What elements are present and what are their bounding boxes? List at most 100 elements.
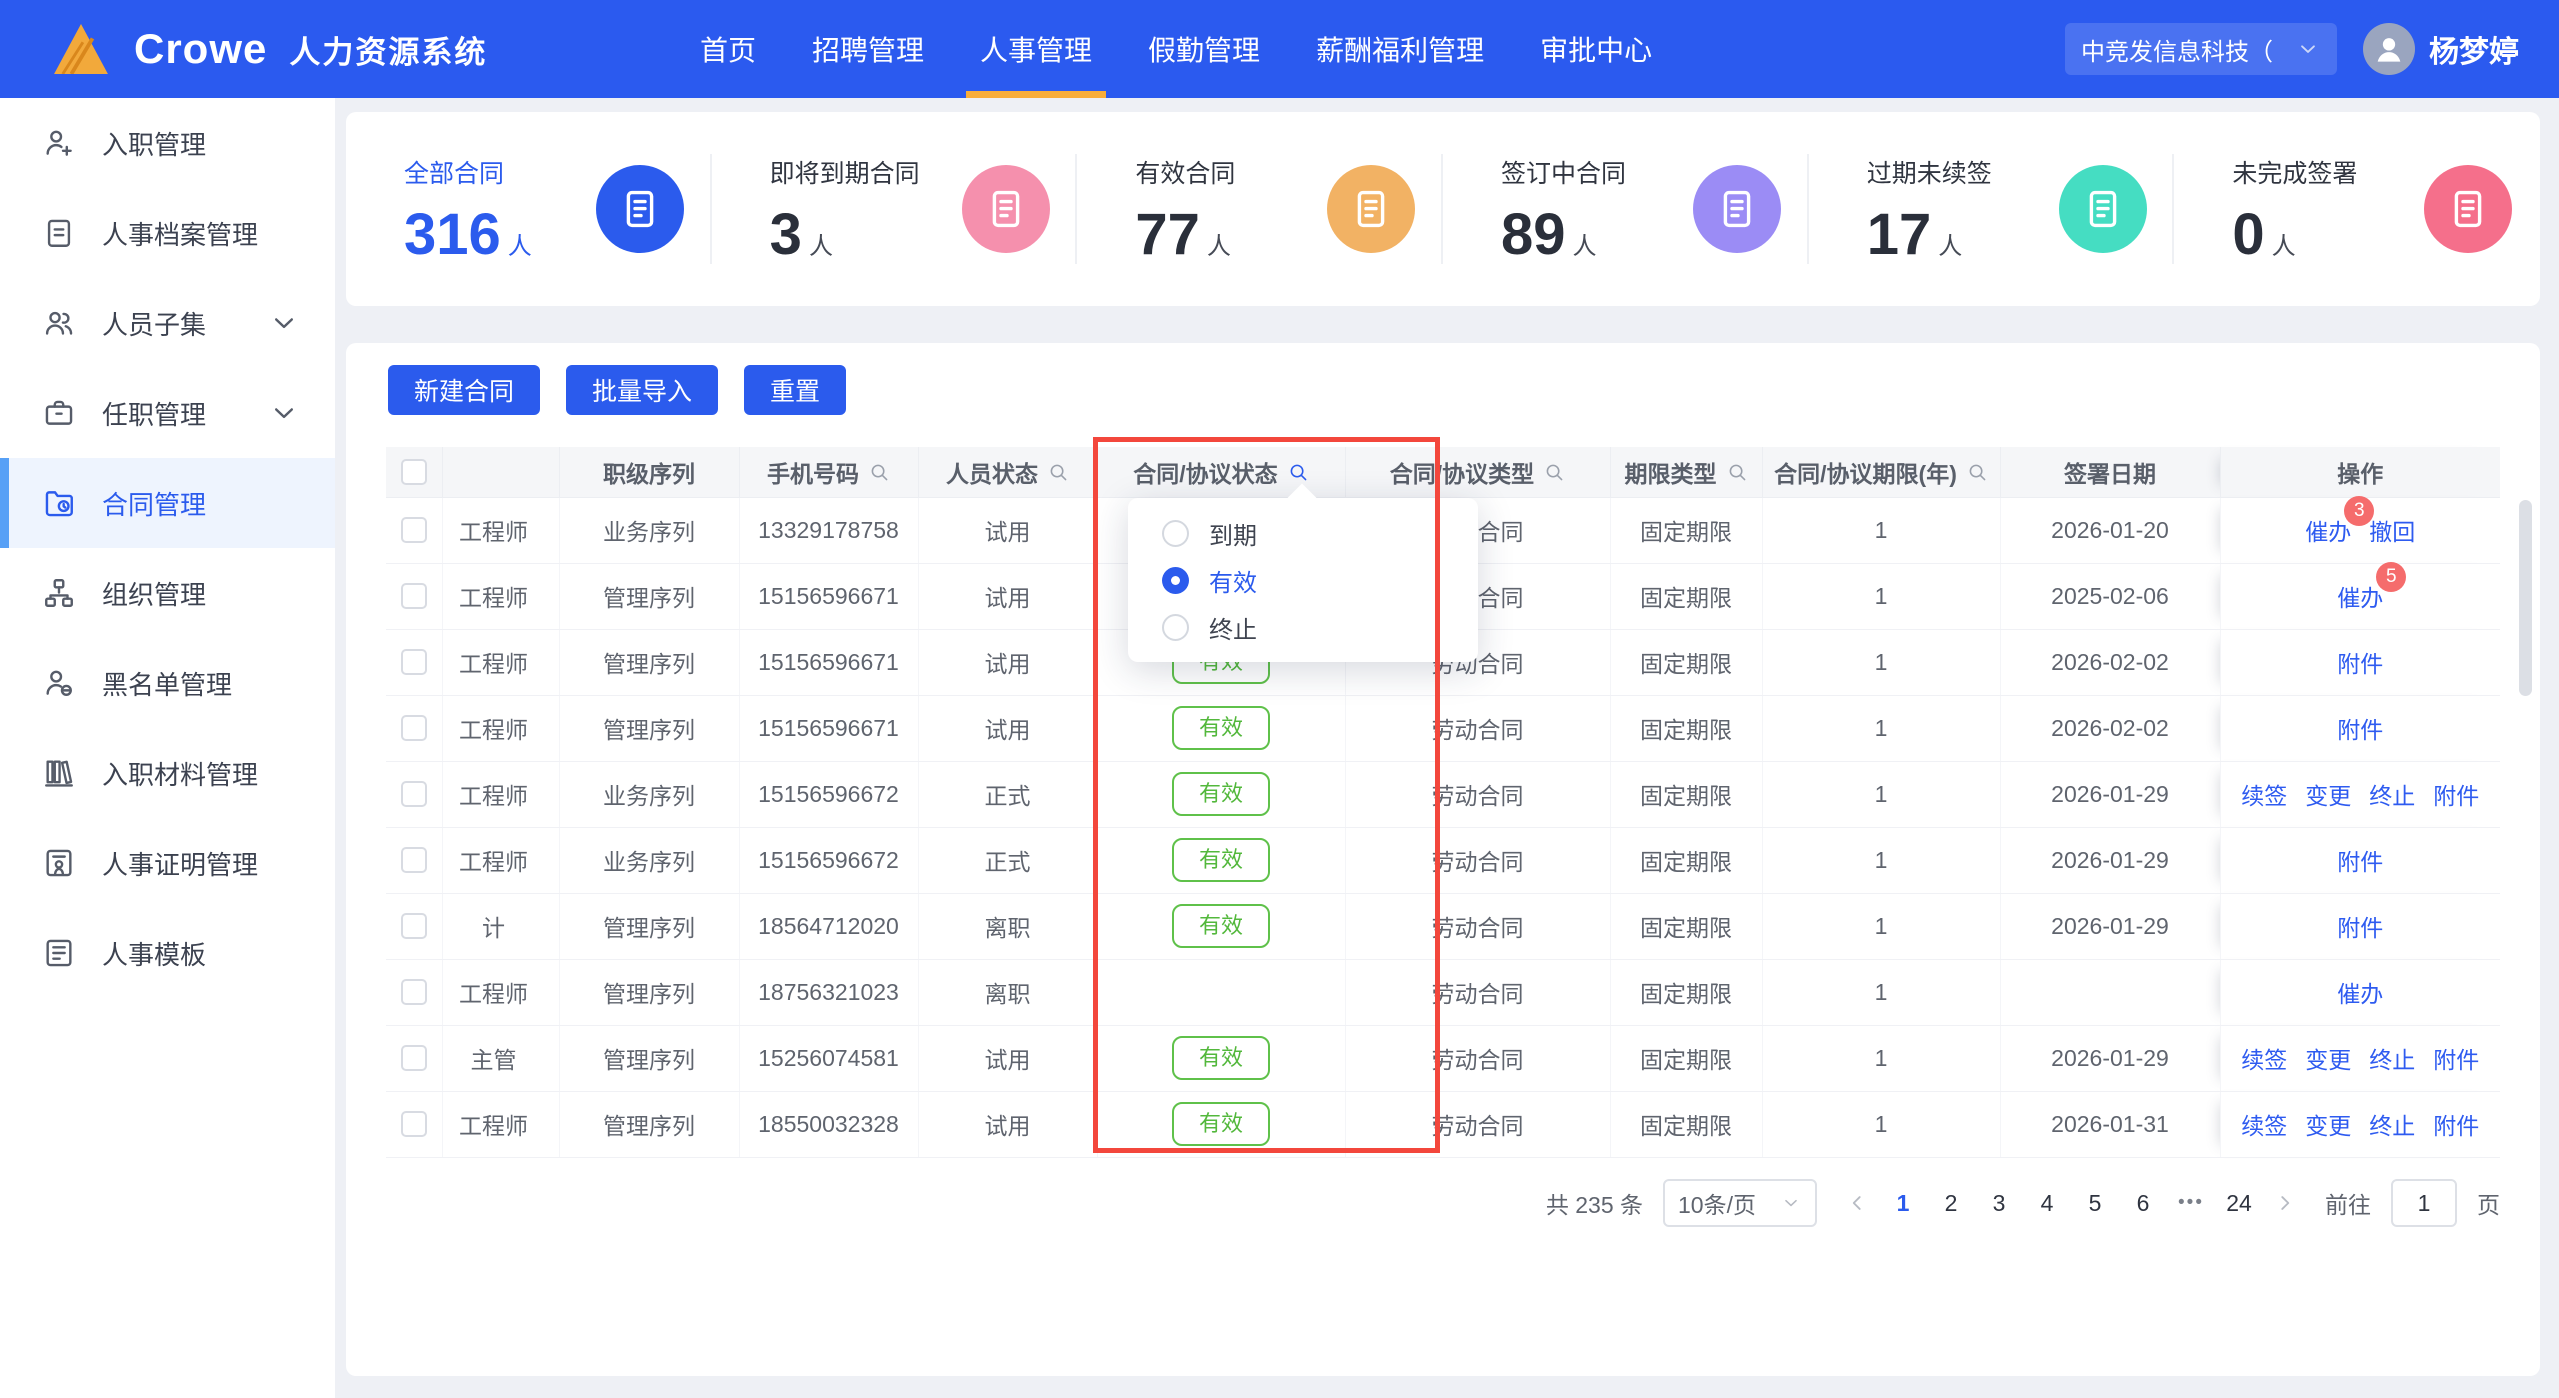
nav-item-6[interactable]: 审批中心 — [1540, 35, 1653, 66]
op-link-attachment[interactable]: 附件 — [2433, 1047, 2480, 1073]
row-checkbox[interactable] — [400, 517, 427, 543]
page-button-3[interactable]: 3 — [1992, 1189, 2006, 1216]
op-link-urge[interactable]: 催办 3 — [2305, 496, 2375, 547]
op-link-attachment[interactable]: 附件 — [2337, 651, 2384, 677]
filter-option-valid[interactable]: 有效 — [1128, 557, 1478, 604]
op-link-attachment[interactable]: 附件 — [2337, 849, 2384, 875]
row-checkbox[interactable] — [400, 781, 427, 807]
cell-phone: 18564712020 — [739, 893, 919, 960]
stat-card-1: 全部合同 316 人 — [346, 112, 712, 306]
row-checkbox[interactable] — [400, 715, 427, 741]
op-link-renew[interactable]: 续签 — [2241, 1047, 2288, 1073]
chevron-left-icon — [1852, 1196, 1861, 1210]
sidebar-item-1[interactable]: 入职管理 — [0, 98, 335, 188]
cell-actions: 催办 — [2220, 959, 2500, 1026]
cell-term-type: 固定期限 — [1610, 827, 1763, 894]
cell-term-years: 1 — [1762, 827, 2001, 894]
op-link-withdraw[interactable]: 撤回 — [2369, 519, 2416, 545]
chevron-down-icon — [2301, 45, 2315, 53]
cell-contract-status: 有效 — [1097, 1025, 1346, 1092]
reset-button[interactable]: 重置 — [744, 365, 847, 415]
stats-panel: 全部合同 316 人即将到期合同 3 人有效合同 77 人签订中合同 89 人过期未续签 17 人未… — [346, 112, 2540, 306]
page-button-4[interactable]: 4 — [2040, 1189, 2054, 1216]
company-select[interactable]: 中竞发信息科技（ — [2065, 23, 2337, 75]
sidebar-item-2[interactable]: 人事档案管理 — [0, 188, 335, 278]
cell-contract-status — [1097, 959, 1346, 1026]
page-button-2[interactable]: 2 — [1944, 1189, 1958, 1216]
stat-label: 过期未续签 — [1866, 160, 1992, 188]
page-button-24[interactable]: 24 — [2226, 1189, 2252, 1216]
sidebar-item-10[interactable]: 人事模板 — [0, 908, 335, 998]
op-link-terminate[interactable]: 终止 — [2369, 783, 2416, 809]
op-link-terminate[interactable]: 终止 — [2369, 1113, 2416, 1139]
cell-phone: 15156596671 — [739, 629, 919, 696]
cell-person-status: 正式 — [918, 761, 1098, 828]
page-button-1[interactable]: 1 — [1896, 1189, 1910, 1216]
stat-number: 3 — [769, 202, 802, 267]
contract-stat-icon — [961, 165, 1050, 253]
nav-item-5[interactable]: 薪酬福利管理 — [1316, 35, 1485, 66]
cell-contract-type: 劳动合同 — [1345, 959, 1611, 1026]
row-checkbox[interactable] — [400, 913, 427, 939]
op-link-urge[interactable]: 催办 — [2337, 981, 2384, 1007]
op-link-attachment[interactable]: 附件 — [2433, 1113, 2480, 1139]
op-link-change[interactable]: 变更 — [2305, 783, 2352, 809]
new-contract-button[interactable]: 新建合同 — [388, 365, 541, 415]
sidebar-item-7[interactable]: 黑名单管理 — [0, 638, 335, 728]
goto-page-input[interactable] — [2391, 1179, 2457, 1227]
select-all-checkbox[interactable] — [400, 458, 427, 485]
page-button-5[interactable]: 5 — [2088, 1189, 2102, 1216]
sidebar-item-5[interactable]: 合同管理 — [0, 458, 335, 548]
filter-option-terminated[interactable]: 终止 — [1128, 604, 1478, 651]
goto-label: 前往 — [2325, 1192, 2371, 1218]
row-checkbox[interactable] — [400, 979, 427, 1005]
op-link-change[interactable]: 变更 — [2305, 1047, 2352, 1073]
op-link-urge[interactable]: 催办 5 — [2337, 562, 2407, 613]
cell-person-status: 试用 — [918, 497, 1098, 564]
sidebar-item-6[interactable]: 组织管理 — [0, 548, 335, 638]
prev-page-button[interactable] — [1837, 1183, 1877, 1223]
batch-import-button[interactable]: 批量导入 — [566, 365, 719, 415]
sidebar-item-4[interactable]: 任职管理 — [0, 368, 335, 458]
op-link-attachment[interactable]: 附件 — [2337, 717, 2384, 743]
op-link-attachment[interactable]: 附件 — [2433, 783, 2480, 809]
page-size-select[interactable]: 10条/页 — [1663, 1179, 1817, 1227]
cell-phone: 15156596671 — [739, 563, 919, 630]
op-link-renew[interactable]: 续签 — [2241, 1113, 2288, 1139]
col-header-text: 人员状态 — [946, 460, 1038, 487]
op-link-terminate[interactable]: 终止 — [2369, 1047, 2416, 1073]
row-checkbox[interactable] — [400, 583, 427, 609]
sidebar-item-3[interactable]: 人员子集 — [0, 278, 335, 368]
more-pages-ellipsis[interactable]: ••• — [2178, 1192, 2204, 1213]
op-link-change[interactable]: 变更 — [2305, 1113, 2352, 1139]
cell-name: 计 — [442, 893, 560, 960]
cell-level: 业务序列 — [559, 761, 740, 828]
filter-option-expired[interactable]: 到期 — [1128, 510, 1478, 557]
contract-folder-icon — [45, 491, 73, 517]
user-menu[interactable]: 杨梦婷 — [2363, 23, 2519, 75]
cell-contract-type: 劳动合同 — [1345, 695, 1611, 762]
document-icon — [47, 219, 71, 247]
cell-checkbox — [386, 629, 443, 696]
nav-item-1[interactable]: 首页 — [700, 35, 757, 66]
row-checkbox[interactable] — [400, 1045, 427, 1071]
name-text: 计 — [482, 915, 505, 941]
sidebar-item-label: 人事档案管理 — [102, 219, 259, 250]
nav-item-3[interactable]: 人事管理 — [966, 0, 1107, 98]
page-button-6[interactable]: 6 — [2136, 1189, 2150, 1216]
scrollbar-thumb[interactable] — [2519, 500, 2532, 696]
navbar-right: 中竞发信息科技（ 杨梦婷 — [2065, 23, 2559, 75]
nav-item-4[interactable]: 假勤管理 — [1148, 35, 1261, 66]
row-checkbox[interactable] — [400, 847, 427, 873]
sidebar-item-9[interactable]: 人事证明管理 — [0, 818, 335, 908]
sidebar-item-8[interactable]: 入职材料管理 — [0, 728, 335, 818]
row-checkbox[interactable] — [400, 649, 427, 675]
op-link-attachment[interactable]: 附件 — [2337, 915, 2384, 941]
next-page-button[interactable] — [2265, 1183, 2305, 1223]
op-link-renew[interactable]: 续签 — [2241, 783, 2288, 809]
stat-card-2: 即将到期合同 3 人 — [712, 112, 1078, 306]
nav-item-2[interactable]: 招聘管理 — [812, 35, 925, 66]
row-checkbox[interactable] — [400, 1111, 427, 1137]
cell-checkbox — [386, 959, 443, 1026]
